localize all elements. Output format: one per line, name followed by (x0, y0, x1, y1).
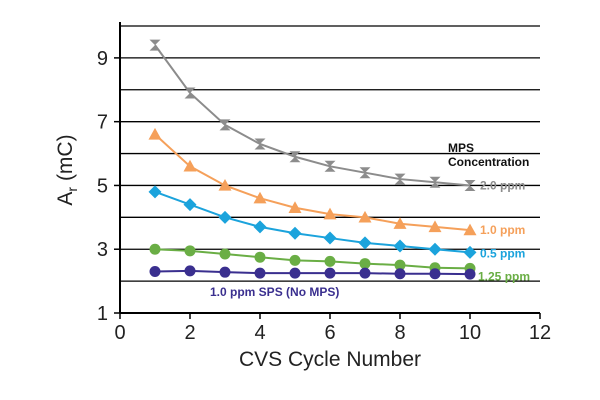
y-axis-title-main: A (54, 192, 77, 206)
data-point-3-4 (289, 254, 301, 266)
legend-title: MPS Concentration (448, 141, 529, 169)
data-point-4-6 (359, 267, 371, 279)
data-point-1-1 (183, 159, 197, 172)
data-point-0-3 (254, 138, 266, 150)
data-point-4-0 (149, 266, 161, 278)
data-point-0-0 (149, 39, 161, 51)
data-point-3-0 (149, 243, 161, 255)
data-point-4-3 (254, 267, 266, 279)
data-point-1-8 (428, 220, 442, 233)
data-point-4-8 (429, 268, 441, 280)
x-tick-label-10: 10 (459, 322, 481, 344)
x-tick-label-2: 2 (184, 322, 195, 344)
data-point-2-1 (183, 198, 197, 212)
x-axis-title: CVS Cycle Number (239, 348, 421, 371)
data-point-3-2 (219, 248, 231, 260)
series-label-0: 2.0 ppm (480, 178, 525, 192)
data-point-1-9 (463, 223, 477, 236)
data-point-4-7 (394, 268, 406, 280)
y-tick-label-3: 3 (97, 239, 108, 261)
data-point-4-1 (184, 265, 196, 277)
series-line-3 (154, 248, 471, 270)
axes-layer: 0 2 4 6 8 10 12 1 3 5 7 9 (97, 22, 551, 344)
data-point-1-6 (358, 210, 372, 223)
data-point-0-6 (359, 167, 371, 179)
series-0 (149, 39, 476, 191)
x-tick-label-6: 6 (324, 322, 335, 344)
data-point-1-4 (288, 201, 302, 213)
x-tick-label-8: 8 (394, 322, 405, 344)
data-point-2-9 (463, 245, 477, 259)
data-point-0-8 (429, 176, 441, 188)
data-point-0-5 (324, 160, 336, 172)
y-axis-title: Ar (mC) (54, 134, 80, 205)
y-axis-title-subscript: r (64, 187, 80, 192)
data-point-3-7 (394, 259, 406, 271)
series-label-2: 0.5 ppm (480, 246, 525, 260)
data-point-4-2 (219, 266, 231, 278)
data-point-1-5 (323, 207, 337, 220)
data-point-3-3 (254, 251, 266, 263)
y-axis-title-unit: (mC) (54, 134, 77, 186)
series-label-4: 1.0 ppm SPS (No MPS) (210, 285, 339, 299)
data-point-2-2 (218, 210, 232, 224)
data-point-2-8 (428, 242, 442, 256)
series-label-1: 1.0 ppm (480, 223, 525, 237)
data-point-3-5 (324, 255, 336, 267)
x-tick-label-12: 12 (529, 322, 551, 344)
data-point-0-4 (289, 151, 301, 163)
series-line-2 (154, 190, 471, 254)
label-layer: 2.0 ppm 1.0 ppm 0.5 ppm 1.25 ppm 1.0 ppm SPS… (210, 178, 530, 299)
legend-title-line-1: MPS (448, 141, 474, 155)
data-point-1-3 (253, 191, 267, 204)
series-1 (148, 127, 477, 236)
data-point-2-4 (288, 226, 302, 240)
data-point-3-6 (359, 258, 371, 270)
x-tick-label-0: 0 (114, 322, 125, 344)
data-point-2-0 (148, 185, 162, 199)
series-line-1 (154, 133, 471, 232)
data-point-3-1 (184, 245, 196, 257)
y-tick-label-1: 1 (97, 303, 108, 325)
legend-title-line-2: Concentration (448, 155, 529, 169)
data-point-0-2 (219, 119, 231, 131)
data-point-2-6 (358, 236, 372, 250)
data-point-1-2 (218, 178, 232, 191)
y-tick-label-5: 5 (97, 175, 108, 197)
series-2 (148, 185, 477, 259)
data-point-0-7 (394, 173, 406, 185)
series-label-3: 1.25 ppm (478, 269, 530, 283)
data-point-0-9 (464, 179, 476, 191)
data-point-1-0 (148, 127, 162, 140)
series-layer (148, 39, 477, 280)
data-point-2-7 (393, 239, 407, 253)
data-point-4-9 (464, 268, 476, 280)
data-point-1-7 (393, 217, 407, 229)
data-point-2-5 (323, 231, 337, 245)
data-point-4-5 (324, 267, 336, 279)
data-point-0-1 (184, 87, 196, 99)
data-point-2-3 (253, 220, 267, 234)
x-tick-label-4: 4 (254, 322, 265, 344)
y-tick-label-7: 7 (97, 112, 108, 134)
series-4 (149, 265, 476, 280)
y-tick-label-9: 9 (97, 48, 108, 70)
series-line-4 (154, 269, 471, 276)
series-line-0 (154, 44, 471, 187)
data-point-4-4 (289, 267, 301, 279)
